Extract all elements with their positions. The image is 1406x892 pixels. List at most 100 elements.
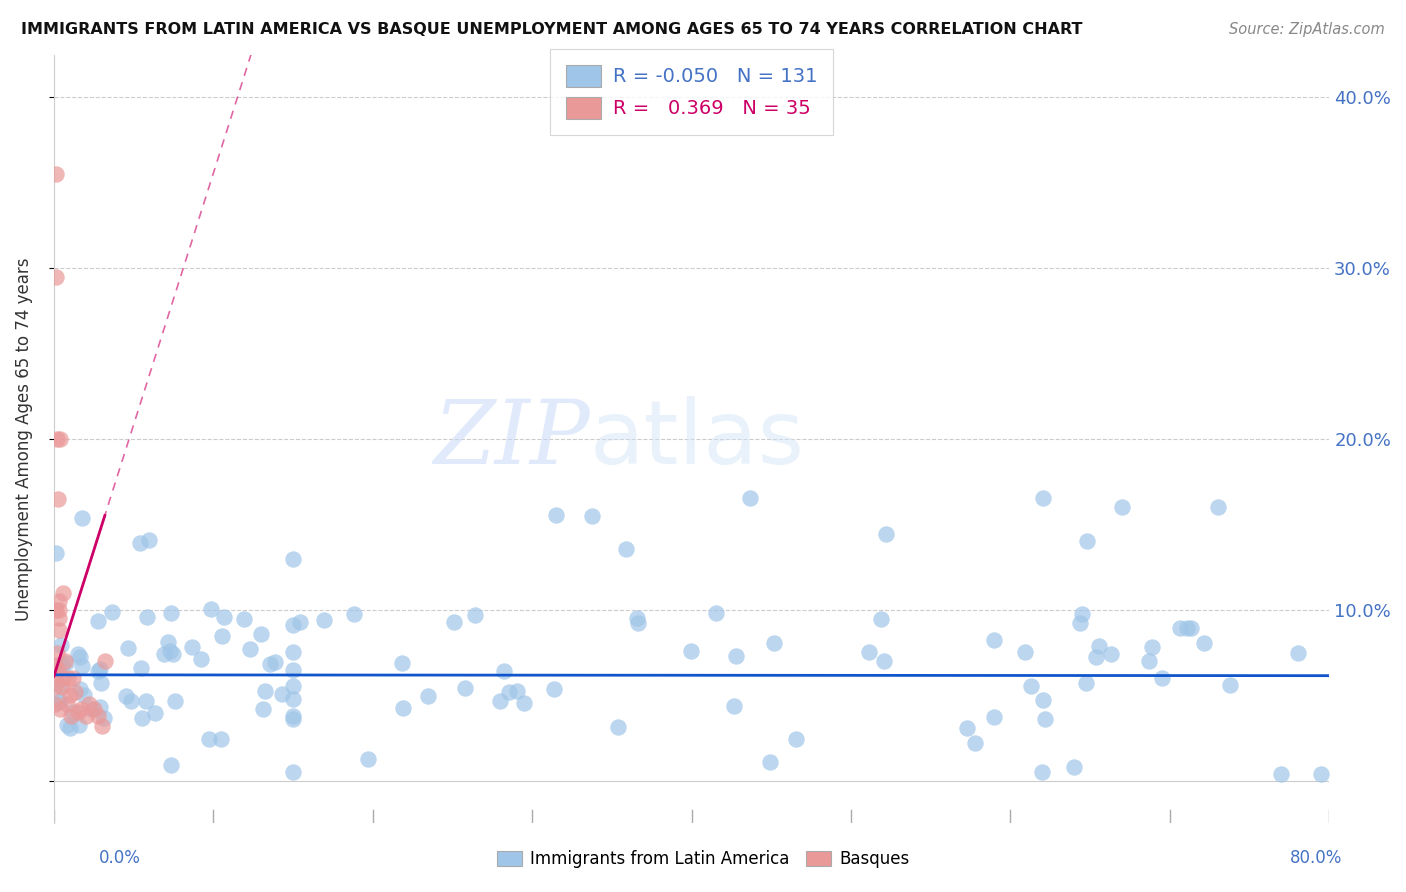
Point <box>45 269 67 284</box>
Point <box>115 689 138 703</box>
Point <box>49 432 72 446</box>
Point <box>464 608 486 623</box>
Point <box>69 681 91 696</box>
Point <box>725 648 748 663</box>
Point <box>606 720 628 734</box>
Point <box>581 509 603 524</box>
Point <box>785 732 807 747</box>
Point <box>1140 640 1163 654</box>
Point <box>357 752 380 766</box>
Point <box>143 706 166 720</box>
Point <box>200 602 222 616</box>
Point <box>66 706 89 720</box>
Point <box>159 643 181 657</box>
Point <box>59 721 82 735</box>
Point <box>73 689 96 703</box>
Point <box>875 526 897 541</box>
Point <box>44 680 66 694</box>
Point <box>1070 607 1092 621</box>
Point <box>759 756 782 770</box>
Point <box>48 624 70 638</box>
Point <box>1194 636 1216 650</box>
Point <box>869 611 891 625</box>
Point <box>1019 679 1042 693</box>
Text: Source: ZipAtlas.com: Source: ZipAtlas.com <box>1229 22 1385 37</box>
Point <box>121 693 143 707</box>
Point <box>83 702 105 716</box>
Point <box>49 702 72 716</box>
Point <box>53 654 76 668</box>
Point <box>45 603 67 617</box>
Point <box>454 681 477 695</box>
Point <box>983 710 1005 724</box>
Point <box>281 551 304 566</box>
Point <box>45 167 67 181</box>
Point <box>46 432 69 446</box>
Point <box>56 671 79 685</box>
Point <box>44 697 66 711</box>
Point <box>46 695 69 709</box>
Text: IMMIGRANTS FROM LATIN AMERICA VS BASQUE UNEMPLOYMENT AMONG AGES 65 TO 74 YEARS C: IMMIGRANTS FROM LATIN AMERICA VS BASQUE … <box>21 22 1083 37</box>
Point <box>281 764 304 779</box>
Point <box>62 671 84 685</box>
Point <box>62 705 84 719</box>
Legend: R = -0.050   N = 131, R =   0.369   N = 35: R = -0.050 N = 131, R = 0.369 N = 35 <box>550 49 832 135</box>
Point <box>259 657 281 671</box>
Point <box>679 644 702 658</box>
Point <box>52 586 75 600</box>
Point <box>281 679 304 693</box>
Point <box>190 652 212 666</box>
Point <box>498 684 520 698</box>
Point <box>162 647 184 661</box>
Point <box>956 722 979 736</box>
Point <box>543 681 565 696</box>
Point <box>1014 645 1036 659</box>
Point <box>152 647 174 661</box>
Point <box>1137 654 1160 668</box>
Point <box>117 641 139 656</box>
Point <box>80 701 103 715</box>
Point <box>1031 765 1053 780</box>
Point <box>129 661 152 675</box>
Point <box>391 656 413 670</box>
Point <box>135 694 157 708</box>
Point <box>1063 760 1085 774</box>
Point <box>1175 620 1198 634</box>
Point <box>93 711 115 725</box>
Point <box>70 702 93 716</box>
Point <box>45 546 67 560</box>
Point <box>48 611 70 625</box>
Point <box>312 613 335 627</box>
Text: ZIP: ZIP <box>433 396 589 483</box>
Point <box>270 687 292 701</box>
Point <box>343 607 366 622</box>
Point <box>70 510 93 524</box>
Point <box>46 491 69 506</box>
Point <box>1270 767 1292 781</box>
Point <box>1099 647 1122 661</box>
Point <box>163 694 186 708</box>
Point <box>1286 646 1309 660</box>
Text: 80.0%: 80.0% <box>1291 849 1343 867</box>
Point <box>253 684 276 698</box>
Point <box>513 696 536 710</box>
Point <box>983 633 1005 648</box>
Point <box>252 702 274 716</box>
Point <box>281 645 304 659</box>
Point <box>44 657 66 672</box>
Point <box>263 655 285 669</box>
Point <box>55 656 77 670</box>
Point <box>101 605 124 619</box>
Point <box>214 610 236 624</box>
Point <box>67 718 90 732</box>
Point <box>627 615 650 630</box>
Point <box>48 693 70 707</box>
Point <box>56 717 79 731</box>
Point <box>46 646 69 660</box>
Point <box>762 636 785 650</box>
Text: 0.0%: 0.0% <box>98 849 141 867</box>
Point <box>1168 621 1191 635</box>
Point <box>626 610 648 624</box>
Point <box>963 735 986 749</box>
Point <box>443 615 465 629</box>
